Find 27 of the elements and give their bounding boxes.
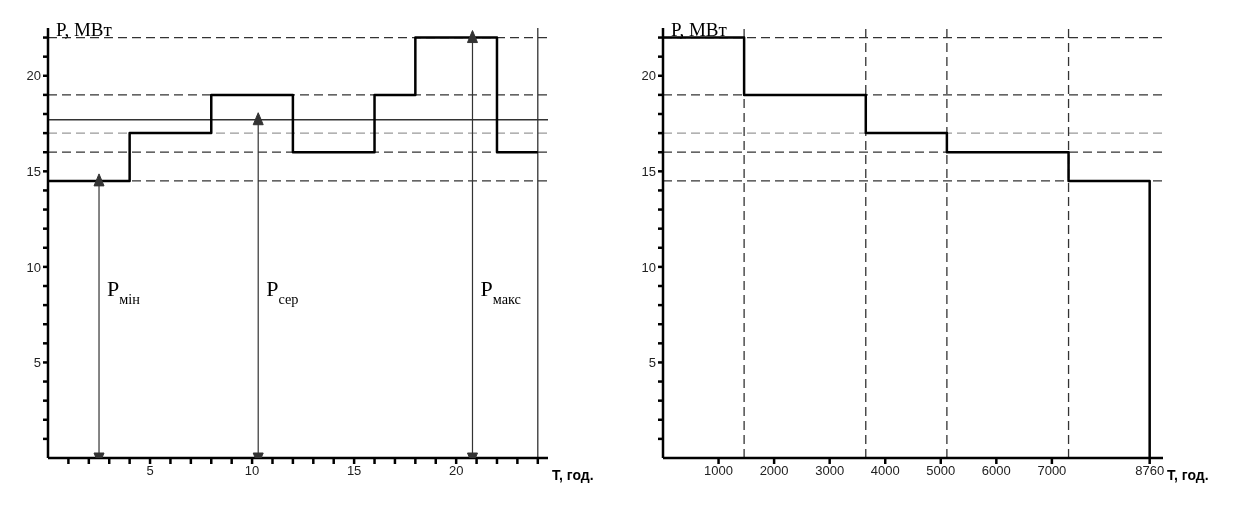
x-tick-label: 8760 [1135, 463, 1165, 479]
x-tick-label: 5 [146, 463, 154, 479]
annotation: P$_{мін}$ [107, 275, 141, 307]
x-tick-label: 2000 [759, 463, 789, 479]
y-tick-label: 15 [641, 163, 656, 179]
x-tick-label: 1000 [704, 463, 734, 479]
x-tick-label: 7000 [1037, 463, 1067, 479]
x-tick-label: 6000 [981, 463, 1011, 479]
annotation: P$_{макс}$ [480, 275, 521, 307]
x-axis-title: T, год. [552, 467, 594, 483]
y-axis-title: P, МВт [56, 19, 113, 40]
annotation: P$_{сер}$ [266, 275, 299, 307]
x-tick-label: 20 [448, 463, 464, 479]
y-tick-label: 5 [648, 355, 656, 371]
x-axis-title: T, год. [1167, 467, 1209, 483]
y-tick-label: 10 [641, 259, 656, 275]
y-tick-label: 20 [26, 68, 41, 84]
x-tick-label: 15 [346, 463, 362, 479]
y-axis-title: P, МВт [671, 19, 728, 40]
x-tick-label: 4000 [870, 463, 900, 479]
y-tick-label: 15 [26, 163, 41, 179]
y-tick-label: 5 [33, 355, 41, 371]
x-tick-label: 5000 [926, 463, 956, 479]
x-tick-label: 10 [244, 463, 260, 479]
x-tick-label: 3000 [815, 463, 845, 479]
y-tick-label: 10 [26, 259, 41, 275]
y-tick-label: 20 [641, 68, 656, 84]
